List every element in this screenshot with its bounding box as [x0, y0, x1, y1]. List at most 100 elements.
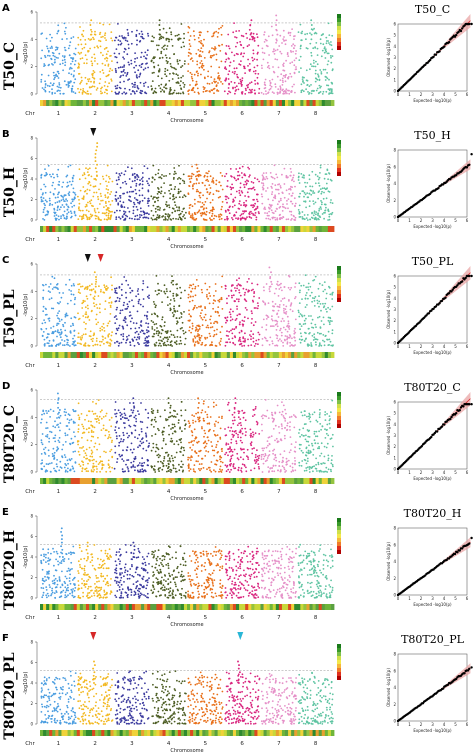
snp-point [106, 218, 109, 221]
snp-point [252, 59, 254, 62]
snp-point [110, 416, 113, 419]
snp-point [128, 195, 131, 198]
snp-point [156, 193, 159, 195]
density-strip-cell [141, 100, 145, 106]
snp-point [286, 92, 288, 95]
snp-point [251, 212, 253, 215]
snp-point [320, 309, 322, 312]
snp-point [258, 333, 261, 336]
x-axis-label: Chromosome [170, 244, 203, 250]
qq-point [434, 53, 438, 56]
snp-point [54, 426, 57, 429]
snp-point [225, 172, 228, 175]
snp-point [147, 416, 150, 419]
density-strip-cell [89, 100, 93, 106]
snp-point [293, 215, 295, 218]
snp-point [57, 399, 60, 401]
snp-point [120, 75, 122, 77]
snp-point [54, 217, 57, 220]
snp-point [231, 71, 234, 73]
snp-point [237, 88, 240, 91]
snp-point [254, 342, 257, 345]
snp-point [266, 177, 269, 180]
snp-point [97, 417, 99, 420]
snp-point [58, 331, 61, 334]
snp-point [42, 208, 45, 211]
snp-point [118, 297, 121, 300]
snp-point [195, 328, 198, 330]
snp-peak-point [90, 33, 93, 36]
density-strip-cell [61, 352, 65, 358]
snp-point [115, 435, 118, 437]
snp-point [130, 409, 133, 411]
snp-point [141, 90, 144, 92]
snp-point [226, 302, 228, 305]
snp-point [115, 216, 118, 219]
snp-point [325, 188, 328, 190]
snp-point [253, 66, 256, 69]
snp-point [119, 174, 122, 177]
snp-point [250, 330, 253, 332]
snp-peak-point [310, 33, 313, 36]
snp-point [56, 335, 58, 338]
snp-point [253, 209, 256, 211]
snp-point [158, 68, 161, 70]
snp-point [265, 176, 268, 178]
snp-point [173, 300, 176, 302]
snp-point [58, 469, 61, 472]
snp-point [48, 437, 51, 440]
snp-point [41, 335, 44, 337]
snp-point [242, 210, 244, 213]
snp-point [116, 329, 119, 332]
chr-prefix-label: Chr [25, 237, 35, 243]
snp-point [115, 92, 117, 95]
density-strip-cell [263, 352, 268, 358]
snp-point [289, 341, 291, 344]
snp-point [44, 80, 46, 83]
snp-point [169, 88, 172, 91]
snp-point [323, 203, 326, 206]
snp-point [66, 341, 69, 344]
qq-x-label: Expected -log10(p) [413, 98, 452, 103]
snp-point [269, 87, 272, 90]
snp-point [297, 309, 300, 312]
snp-point [85, 83, 88, 85]
snp-point [200, 65, 203, 68]
snp-point [211, 199, 214, 201]
snp-point [92, 337, 94, 340]
snp-point [160, 77, 163, 80]
snp-point [318, 218, 320, 221]
snp-point [118, 444, 120, 447]
snp-point [317, 197, 319, 200]
density-strip-cell [61, 226, 65, 232]
snp-point [45, 435, 47, 438]
snp-point [94, 185, 97, 188]
snp-point [279, 197, 282, 200]
snp-point [313, 62, 315, 64]
snp-point [88, 410, 90, 413]
snp-point [83, 190, 86, 193]
snp-point [93, 53, 96, 56]
snp-point [56, 314, 58, 317]
snp-point [235, 279, 238, 282]
snp-point [173, 188, 176, 191]
snp-point [290, 210, 293, 213]
snp-point [312, 65, 315, 68]
snp-point [313, 336, 316, 339]
snp-point [138, 201, 141, 204]
snp-point [315, 60, 317, 63]
snp-point [122, 434, 125, 437]
snp-point [203, 175, 206, 178]
snp-point [212, 307, 215, 310]
snp-point [208, 292, 211, 295]
snp-point [191, 172, 194, 175]
snp-point [191, 322, 194, 325]
snp-point [305, 79, 308, 82]
snp-point [231, 318, 234, 321]
density-legend-swatch [337, 30, 341, 34]
snp-point [67, 413, 70, 416]
density-strip-cell [248, 352, 252, 358]
snp-point [46, 427, 49, 429]
snp-peak-point [195, 178, 198, 180]
snp-point [298, 204, 301, 207]
